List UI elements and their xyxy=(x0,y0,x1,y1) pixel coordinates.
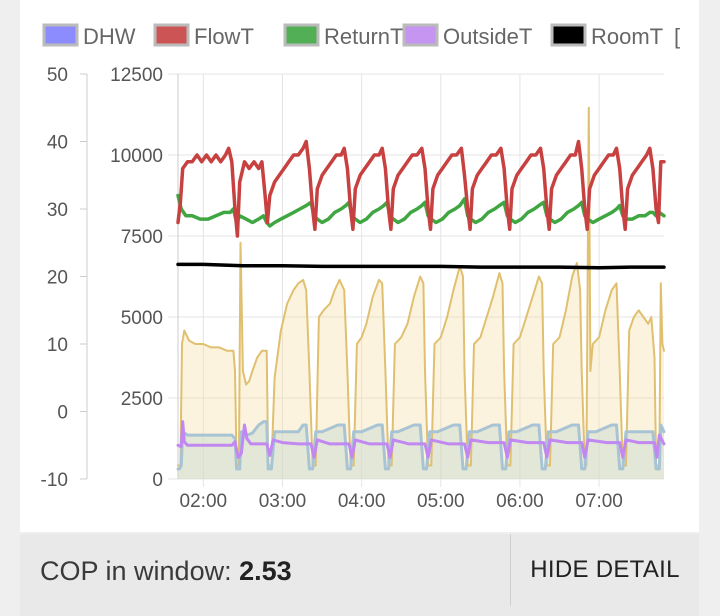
left-tick-label: 40 xyxy=(47,133,68,154)
legend-item-outsidet[interactable]: OutsideT xyxy=(402,23,532,49)
cop-label: COP in window: xyxy=(40,556,240,586)
legend-swatch xyxy=(402,23,439,47)
hide-detail-button[interactable]: HIDE DETAIL xyxy=(530,556,680,583)
left-tick-label: 30 xyxy=(47,200,68,221)
x-tick-label: 02:00 xyxy=(180,491,228,512)
cop-value: 2.53 xyxy=(239,556,292,586)
cop-readout: COP in window: 2.53 xyxy=(40,556,292,587)
x-tick-label: 03:00 xyxy=(259,491,307,512)
chart-card: 50 40 30 20 10 0 -10 12500 10000 7500 5000 2500 0 02:… xyxy=(20,0,699,532)
x-tick-label: 05:00 xyxy=(417,491,465,512)
legend-overflow: [ xyxy=(674,24,680,49)
left-tick-label: 10 xyxy=(47,335,68,356)
footer-bar: COP in window: 2.53 HIDE DETAIL xyxy=(20,534,699,616)
right-tick-label: 7500 xyxy=(121,227,163,248)
legend-label: DHW xyxy=(83,24,136,49)
legend-label: ReturnT xyxy=(324,24,403,49)
legend-swatch xyxy=(153,23,190,47)
legend-label: FlowT xyxy=(194,24,254,49)
x-tick-label: 06:00 xyxy=(496,491,544,512)
legend-swatch xyxy=(42,23,79,47)
legend-item-roomt[interactable]: RoomT xyxy=(550,23,663,49)
series-line-roomt xyxy=(176,262,666,270)
right-tick-label: 12500 xyxy=(110,65,163,86)
series-line-flowt xyxy=(176,139,666,238)
legend-swatch xyxy=(550,23,587,47)
footer-divider xyxy=(510,534,511,606)
right-tick-label: 2500 xyxy=(121,389,163,410)
series-line-outsidet xyxy=(176,420,666,459)
legend-label: RoomT xyxy=(591,24,663,49)
legend[interactable]: DHW FlowT ReturnT OutsideT RoomT [ xyxy=(42,23,680,49)
x-tick-label: 04:00 xyxy=(338,491,386,512)
legend-item-flowt[interactable]: FlowT xyxy=(153,23,254,49)
legend-item-dhw[interactable]: DHW xyxy=(42,23,136,49)
legend-item-returnt[interactable]: ReturnT xyxy=(283,23,403,49)
left-tick-label: -10 xyxy=(41,470,68,491)
legend-label: OutsideT xyxy=(443,24,532,49)
chart: 50 40 30 20 10 0 -10 12500 10000 7500 5000 2500 0 02:… xyxy=(41,23,680,512)
left-tick-label: 50 xyxy=(47,65,68,86)
series-lines xyxy=(176,106,666,471)
x-tick-label: 07:00 xyxy=(575,491,623,512)
series-line-returnt xyxy=(176,193,666,228)
right-tick-label: 10000 xyxy=(110,146,163,167)
axes: 50 40 30 20 10 0 -10 12500 10000 7500 5000 2500 0 02:… xyxy=(41,65,623,512)
area-elec xyxy=(178,107,664,480)
right-tick-label: 5000 xyxy=(121,308,163,329)
left-tick-label: 20 xyxy=(47,268,68,289)
right-tick-label: 0 xyxy=(152,470,163,491)
left-tick-label: 0 xyxy=(57,403,68,424)
legend-swatch xyxy=(283,23,320,47)
